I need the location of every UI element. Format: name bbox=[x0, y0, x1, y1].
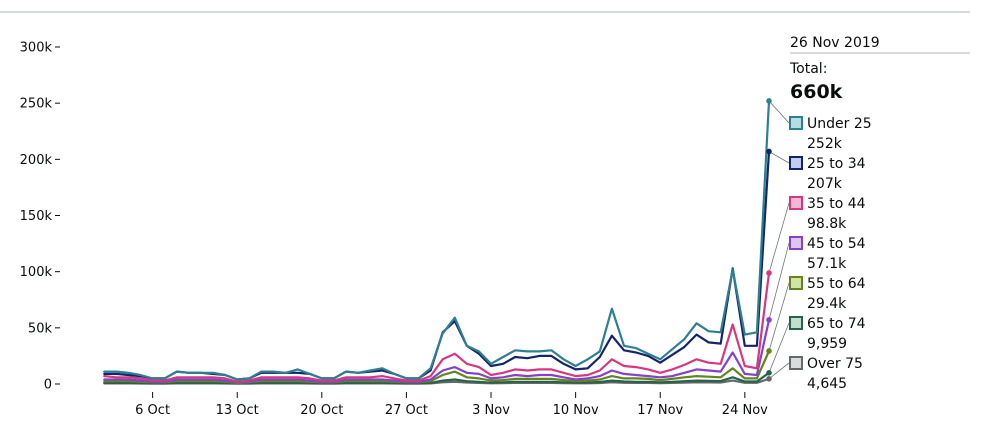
legend-label-45-to-54: 45 to 54 bbox=[807, 236, 866, 252]
legend-leader-25-to-34 bbox=[768, 151, 790, 164]
y-tick-label: 150k bbox=[20, 209, 53, 224]
series-end-point-55-to-64 bbox=[766, 348, 772, 354]
series-line-25-to-34 bbox=[103, 150, 771, 381]
y-axis: 0 50k 100k 150k 200k 250k 300k bbox=[20, 41, 60, 393]
series-end-point-over-75 bbox=[766, 375, 772, 382]
legend-value-35-to-44: 98.8k bbox=[807, 216, 847, 232]
y-tick-label: 200k bbox=[20, 153, 53, 168]
series-line-under-25 bbox=[103, 99, 771, 381]
series-end-point-under-25 bbox=[766, 98, 772, 104]
legend-value-under-25: 252k bbox=[807, 136, 843, 152]
x-tick-label: 27 Oct bbox=[385, 403, 428, 418]
legend-label-55-to-64: 55 to 64 bbox=[807, 276, 866, 292]
legend-leader-35-to-44 bbox=[768, 202, 790, 274]
legend-total-value: 660k bbox=[790, 81, 843, 103]
series-end-point-65-to-74 bbox=[766, 370, 772, 376]
legend-swatch-55-to-64 bbox=[789, 276, 803, 290]
legend: 26 Nov 2019 Total: 660k Under 25 252k 25 t… bbox=[789, 35, 970, 392]
x-tick-label: 10 Nov bbox=[553, 403, 599, 418]
legend-swatch-35-to-44 bbox=[789, 196, 803, 210]
legend-value-over-75: 4,645 bbox=[807, 376, 847, 392]
legend-value-45-to-54: 57.1k bbox=[807, 256, 847, 272]
legend-label-25-to-34: 25 to 34 bbox=[807, 156, 866, 172]
legend-leader-55-to-64 bbox=[768, 282, 790, 352]
x-tick-label: 20 Oct bbox=[300, 403, 343, 418]
series-line-45-to-54 bbox=[103, 318, 771, 384]
legend-leader-65-to-74 bbox=[768, 322, 790, 373]
legend-date: 26 Nov 2019 bbox=[790, 35, 880, 51]
series-line-65-to-74 bbox=[103, 371, 771, 385]
x-axis: 6 Oct 13 Oct 20 Oct 27 Oct 3 Nov 10 Nov 17 Nov… bbox=[135, 392, 768, 418]
series-end-point-45-to-54 bbox=[766, 317, 772, 323]
y-tick-label: 250k bbox=[20, 97, 53, 112]
series-end-point-35-to-44 bbox=[766, 270, 772, 276]
legend-label-under-25: Under 25 bbox=[807, 116, 872, 132]
series-line-55-to-64 bbox=[103, 349, 771, 384]
y-tick-label: 100k bbox=[20, 265, 53, 280]
legend-swatch-25-to-34 bbox=[789, 156, 803, 170]
legend-value-25-to-34: 207k bbox=[807, 176, 843, 192]
legend-swatch-65-to-74 bbox=[789, 316, 803, 330]
legend-total-label: Total: bbox=[789, 61, 827, 77]
y-tick-label: 0 bbox=[44, 378, 52, 393]
series-end-point-25-to-34 bbox=[766, 148, 772, 155]
legend-swatch-under-25 bbox=[789, 116, 803, 130]
legend-swatch-over-75 bbox=[789, 356, 803, 370]
legend-swatch-45-to-54 bbox=[789, 236, 803, 250]
y-tick-label: 50k bbox=[28, 321, 53, 336]
legend-leader-under-25 bbox=[768, 100, 790, 124]
legend-leader-45-to-54 bbox=[768, 242, 790, 320]
x-tick-label: 13 Oct bbox=[216, 403, 259, 418]
legend-label-over-75: Over 75 bbox=[807, 356, 863, 372]
y-tick-label: 300k bbox=[20, 41, 53, 56]
legend-label-65-to-74: 65 to 74 bbox=[807, 316, 866, 332]
x-tick-label: 6 Oct bbox=[135, 403, 170, 418]
legend-items: Under 25 252k 25 to 34 207k 35 to 44 98.8k 45 … bbox=[789, 116, 872, 392]
x-tick-label: 3 Nov bbox=[472, 403, 510, 418]
x-tick-label: 17 Nov bbox=[637, 403, 683, 418]
legend-value-65-to-74: 9,959 bbox=[807, 336, 847, 352]
legend-value-55-to-64: 29.4k bbox=[807, 296, 847, 312]
series-line-35-to-44 bbox=[103, 271, 771, 383]
series-lines bbox=[103, 99, 771, 385]
x-tick-label: 24 Nov bbox=[722, 403, 768, 418]
legend-leader-over-75 bbox=[768, 362, 790, 380]
series-end-points bbox=[766, 98, 790, 382]
legend-label-35-to-44: 35 to 44 bbox=[807, 196, 866, 212]
